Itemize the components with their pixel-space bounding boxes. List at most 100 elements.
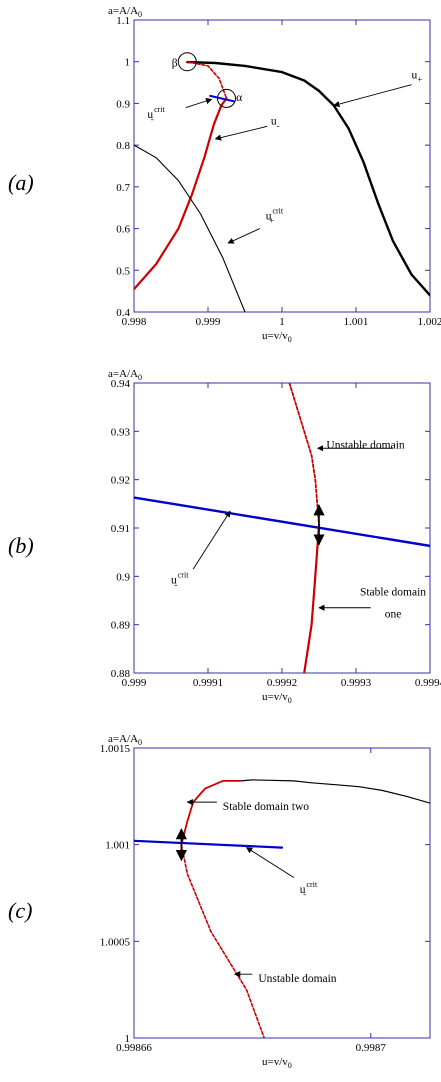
x-tick-label: 1.002: [418, 316, 441, 328]
y-tick-label: 1: [125, 1033, 131, 1045]
series-group: [134, 383, 430, 673]
annotation-sub: -: [174, 580, 177, 590]
annotation-beta: β: [172, 58, 178, 70]
y-tick-label: 0.6: [116, 224, 130, 236]
annotation-alpha: α: [236, 92, 242, 104]
annotation-arrow: [192, 510, 231, 570]
x-tick-label: 0.99866: [116, 1042, 152, 1054]
annotation-uminus_crit: ucrit -: [147, 105, 165, 124]
y-tick-label: 0.94: [111, 378, 131, 390]
x-axis-label-sub: 0: [288, 335, 292, 344]
annotation-stable: Stable domain: [360, 587, 426, 599]
series-line-u-crit: [134, 839, 284, 849]
panel-label: (b): [8, 533, 34, 558]
x-tick-label: 0.999: [196, 316, 221, 328]
x-tick-label: 1.001: [344, 316, 369, 328]
annotation-arrow: [214, 125, 268, 141]
x-axis-label: u=v/v0: [262, 691, 292, 705]
x-tick-label: 1: [279, 316, 285, 328]
y-axis-label: a=A/A0: [108, 5, 142, 19]
x-tick-label: 0.9987: [356, 1042, 387, 1054]
y-axis-label: a=A/A0: [108, 368, 142, 382]
y-tick-label: 1: [125, 57, 131, 69]
annotation-sup: crit: [272, 206, 283, 215]
y-tick-label: 0.93: [111, 426, 131, 438]
series-group: [134, 60, 430, 312]
annotation-arrow: [245, 847, 295, 878]
y-tick-label: 1.1: [116, 15, 130, 27]
circle-alpha-marker: [217, 88, 236, 108]
y-tick-label: 1.0015: [100, 743, 131, 755]
chart-panel-2: (b) 0.999 0.9991 0.9992 0.9993 0.9994 0.88 0.89…: [8, 368, 441, 705]
y-tick-label: 0.9: [116, 571, 130, 583]
annotation-stable_two: Stable domain two: [223, 801, 309, 813]
panel-label: (c): [8, 898, 32, 923]
annotation-sub: +: [269, 215, 274, 225]
chart-panel-1: (a) 0.998 0.999 1 1.001 1.002 0.4 0.5 0.6 0.7 0.8 0…: [8, 5, 441, 344]
annotation-arrow: [227, 228, 260, 244]
series-line-unstable: [288, 383, 320, 526]
annotation-ucrit: ucrit -: [300, 880, 318, 899]
x-tick-label: 0.9993: [341, 677, 372, 689]
y-axis-label-sub: 0: [138, 373, 142, 382]
plot-frame: [133, 382, 431, 674]
x-axis-label-sub: 0: [288, 696, 292, 705]
annotation-arrow: [333, 84, 412, 108]
annotation-sup: crit: [178, 571, 189, 580]
chart-panel-3: (c) 0.99866 0.9987 1 1.0005 1.001 1.0015a=A/A0…: [8, 733, 431, 1070]
series-group: [134, 779, 430, 1038]
annotation-text: u: [266, 210, 272, 222]
annotation-uplus: u+: [412, 69, 423, 84]
y-tick-label: 0.9: [116, 98, 130, 110]
series-line-u-: [134, 97, 228, 291]
annotation-sub: -: [151, 114, 154, 124]
y-axis-label: a=A/A0: [108, 733, 142, 747]
annotation-one: one: [385, 608, 402, 620]
y-tick-label: 0.7: [116, 182, 130, 194]
series-line-stable-two: [180, 780, 242, 846]
annotation-uminus: u-: [271, 115, 280, 130]
annotation-sub: +: [417, 74, 422, 84]
annotation-sub: -: [303, 889, 306, 899]
annotation-text: u: [412, 69, 418, 81]
y-tick-label: 1.001: [105, 840, 130, 852]
series-line-u-crit: [134, 496, 430, 548]
y-tick-label: 0.89: [111, 620, 131, 632]
plot-frame: [133, 747, 431, 1039]
y-tick-label: 1.0005: [100, 936, 131, 948]
y-tick-label: 0.4: [116, 307, 130, 319]
series-line-u-crit: [134, 144, 246, 312]
annotation-sup: crit: [307, 880, 318, 889]
annotation-sub: -: [277, 120, 280, 130]
annotation-arrow: [185, 97, 213, 109]
series-line-stable-one: [303, 524, 321, 673]
annotation-ucrit: ucrit -: [171, 571, 189, 590]
annotation-text: u: [271, 115, 277, 127]
annotation-text: u: [171, 575, 177, 587]
panel-label: (a): [8, 170, 34, 195]
y-tick-label: 0.8: [116, 140, 130, 152]
circle-beta-marker: [177, 52, 197, 72]
series-line-u-crit: [209, 94, 235, 103]
annotation-sup: crit: [154, 105, 165, 114]
x-tick-label: 0.999: [122, 677, 147, 689]
y-axis-label-sub: 0: [138, 738, 142, 747]
annotation-uplus_crit: ucrit +: [266, 206, 284, 225]
annotation-text: u: [300, 884, 306, 896]
series-line-unstable: [180, 843, 265, 1038]
y-tick-label: 0.88: [111, 668, 131, 680]
series-line-u-unstable: [186, 60, 228, 100]
x-tick-label: 0.998: [122, 316, 147, 328]
annotation-unstable: Unstable domain: [258, 973, 336, 985]
x-tick-label: 0.9994: [415, 677, 441, 689]
x-axis-label: u=v/v0: [262, 1056, 292, 1070]
series-line-u-: [240, 779, 430, 804]
x-tick-label: 0.9991: [193, 677, 223, 689]
y-tick-label: 0.5: [116, 265, 130, 277]
annotation-text: u: [147, 109, 153, 121]
y-tick-label: 0.91: [111, 523, 130, 535]
x-tick-label: 0.9992: [267, 677, 297, 689]
y-axis-label-sub: 0: [138, 10, 142, 19]
annotation-unstable: Unstable domain: [326, 439, 404, 451]
